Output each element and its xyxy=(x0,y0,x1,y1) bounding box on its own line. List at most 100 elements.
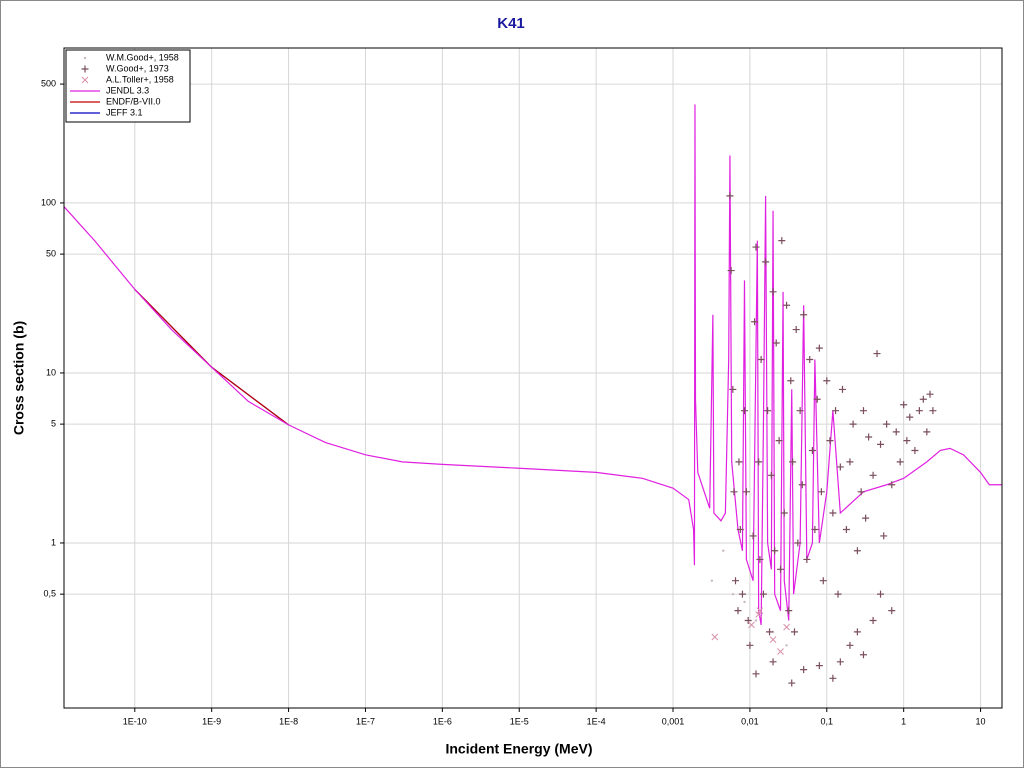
plus-marker xyxy=(794,539,802,547)
plus-marker xyxy=(729,385,737,393)
plus-marker xyxy=(732,577,740,585)
plus-marker xyxy=(853,628,861,636)
plus-marker xyxy=(846,458,854,466)
plus-marker xyxy=(815,344,823,352)
y-tick-label: 100 xyxy=(41,197,56,207)
plus-marker xyxy=(911,446,919,454)
plus-marker xyxy=(823,377,831,385)
dot-marker xyxy=(83,56,87,60)
plus-marker xyxy=(829,509,837,517)
plus-marker xyxy=(727,267,735,275)
x-tick-label: 1E-7 xyxy=(356,716,375,726)
cross-marker xyxy=(783,623,790,631)
plus-marker xyxy=(803,555,811,563)
plus-marker xyxy=(726,192,734,200)
legend-label: ENDF/B-VII.0 xyxy=(106,96,161,106)
dot-marker xyxy=(722,549,725,552)
chart-title: K41 xyxy=(497,15,525,32)
x-tick-label: 10 xyxy=(976,716,986,726)
plus-marker xyxy=(736,526,744,534)
plus-marker xyxy=(880,532,888,540)
plus-marker xyxy=(749,532,757,540)
plus-marker xyxy=(811,526,819,534)
x-tick-label: 1E-9 xyxy=(202,716,221,726)
x-tick-label: 1E-6 xyxy=(433,716,452,726)
plus-marker xyxy=(862,514,870,522)
plus-marker xyxy=(742,488,750,496)
legend-label: W.M.Good+, 1958 xyxy=(106,52,179,62)
cross-marker xyxy=(711,633,719,641)
dot-marker xyxy=(710,579,714,582)
plus-marker xyxy=(740,407,748,415)
plus-marker xyxy=(796,407,804,415)
x-tick-label: 0,001 xyxy=(662,716,685,726)
plus-marker xyxy=(772,339,780,347)
plus-marker xyxy=(859,407,867,415)
plus-marker xyxy=(923,428,931,436)
plus-marker xyxy=(752,670,760,678)
plus-marker xyxy=(906,413,914,421)
plus-marker xyxy=(846,641,854,649)
legend-label: W.Good+, 1973 xyxy=(106,63,169,73)
plus-marker xyxy=(771,547,779,555)
labels: 1E-10 1E-9 1E-8 1E-7 1E-6 1E-5 1E-4 0,001 0,01 0,… xyxy=(41,78,986,726)
plus-marker xyxy=(780,509,788,517)
plus-marker xyxy=(815,662,823,670)
plus-marker xyxy=(800,666,808,674)
plus-marker xyxy=(785,607,793,615)
cross-marker xyxy=(748,621,755,629)
plus-marker xyxy=(806,355,814,363)
plus-marker xyxy=(775,437,783,445)
cross-marker xyxy=(769,636,777,644)
plus-marker xyxy=(759,590,767,598)
plus-marker xyxy=(929,407,937,415)
plus-marker xyxy=(896,458,904,466)
legend-box xyxy=(65,49,191,123)
plus-marker xyxy=(919,395,927,403)
plus-marker xyxy=(817,488,825,496)
y-tick-label: 10 xyxy=(46,367,56,377)
plus-marker xyxy=(762,258,770,266)
plus-marker xyxy=(769,658,777,666)
plus-marker xyxy=(869,471,877,479)
plus-marker xyxy=(738,590,746,598)
y-tick-label: 5 xyxy=(51,419,56,429)
plus-marker xyxy=(836,658,844,666)
plus-marker xyxy=(790,628,798,636)
plus-marker xyxy=(873,350,881,358)
plus-marker xyxy=(787,377,795,385)
x-tick-label: 1E-5 xyxy=(510,716,529,726)
cross-marker xyxy=(755,611,763,618)
plus-marker xyxy=(778,237,786,245)
plus-marker xyxy=(877,590,885,598)
plus-marker xyxy=(789,458,797,466)
plus-marker xyxy=(744,616,752,624)
y-tick-label: 0,5 xyxy=(43,589,56,599)
plus-marker xyxy=(730,488,738,496)
plus-marker xyxy=(746,641,754,649)
plus-marker xyxy=(81,65,89,73)
plus-marker xyxy=(826,437,834,445)
dot-marker xyxy=(743,600,746,604)
plus-marker xyxy=(888,607,896,615)
x-tick-label: 0,1 xyxy=(821,716,834,726)
series-line xyxy=(64,104,1002,625)
plus-marker xyxy=(877,440,885,448)
plus-marker xyxy=(798,481,806,489)
plus-marker xyxy=(857,488,865,496)
plus-marker xyxy=(769,288,777,296)
plus-marker xyxy=(869,616,877,624)
plus-marker xyxy=(766,628,774,636)
legend-label: JENDL 3.3 xyxy=(106,85,149,95)
cross-marker xyxy=(777,648,784,655)
x-tick-label: 1E-4 xyxy=(587,716,606,726)
plot-area xyxy=(64,48,1002,708)
plus-marker xyxy=(853,547,861,555)
y-tick-label: 50 xyxy=(46,248,56,258)
x-tick-label: 1E-10 xyxy=(123,716,147,726)
plus-marker xyxy=(926,390,934,398)
plus-marker xyxy=(903,437,911,445)
dot-marker xyxy=(785,644,788,647)
plus-marker xyxy=(865,433,873,441)
